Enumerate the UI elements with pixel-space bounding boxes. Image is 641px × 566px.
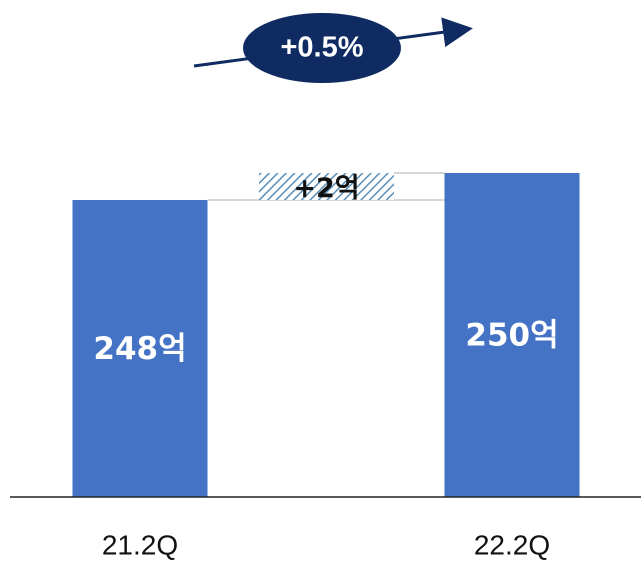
x-tick-label-1: 21.2Q	[102, 529, 178, 560]
growth-badge	[243, 13, 401, 83]
bar-value-label-2: 250억	[465, 318, 558, 354]
bars-group: 248억 250억	[72, 172, 580, 497]
x-axis-ticks: 21.2Q 22.2Q	[102, 529, 550, 560]
bar-1	[72, 200, 208, 497]
bar-2	[444, 173, 580, 497]
delta-label: +2억	[293, 173, 359, 204]
x-tick-label-2: 22.2Q	[474, 529, 550, 560]
delta-box	[259, 173, 394, 200]
bar-value-label-1: 248억	[93, 331, 186, 367]
growth-label: +0.5%	[280, 32, 363, 64]
